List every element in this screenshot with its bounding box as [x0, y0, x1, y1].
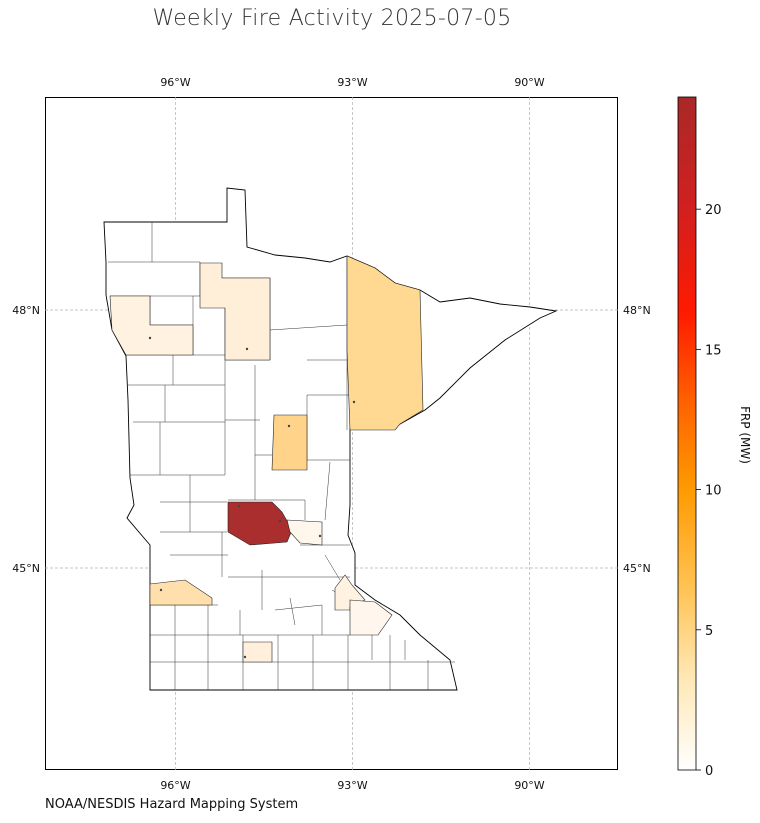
county-southeast-b — [349, 599, 393, 636]
colorbar-tick-label-0: 0 — [705, 764, 713, 779]
lat-tick-right-1: 45°N — [623, 562, 651, 575]
county-south-central — [242, 641, 273, 663]
colorbar-gradient — [677, 96, 697, 771]
lon-tick-bottom-0: 96°W — [160, 779, 190, 792]
county-southwest — [149, 579, 213, 606]
lon-tick-bottom-1: 93°W — [337, 779, 367, 792]
colorbar-tick-label-2: 10 — [705, 484, 722, 499]
lat-ticks-left: 48°N 45°N — [12, 304, 40, 575]
colorbar-tick-label-4: 20 — [705, 203, 722, 218]
county-northwest — [109, 295, 194, 356]
lon-ticks-bottom: 96°W 93°W 90°W — [160, 779, 544, 792]
lat-ticks-right: 48°N 45°N — [623, 304, 651, 575]
county-st-louis — [346, 255, 424, 431]
county-metro-north — [286, 519, 323, 546]
lon-tick-top-2: 90°W — [514, 76, 544, 89]
data-credit: NOAA/NESDIS Hazard Mapping System — [45, 797, 299, 812]
lon-tick-top-1: 93°W — [337, 76, 367, 89]
lon-tick-bottom-2: 90°W — [514, 779, 544, 792]
colorbar-tick-label-1: 5 — [705, 624, 713, 639]
lon-tick-top-0: 96°W — [160, 76, 190, 89]
colorbar: 0 5 10 15 20 FRP (MW) — [677, 96, 752, 779]
county-crow-wing-area — [271, 414, 308, 471]
county-north-central — [199, 262, 271, 361]
county-stearns — [227, 501, 293, 546]
lon-ticks-top: 96°W 93°W 90°W — [160, 76, 544, 89]
map-title: Weekly Fire Activity 2025-07-05 — [152, 6, 512, 31]
lat-tick-left-0: 48°N — [12, 304, 40, 317]
fire-points — [148, 336, 356, 659]
lat-tick-left-1: 45°N — [12, 562, 40, 575]
state-outline — [103, 187, 558, 691]
colorbar-tick-label-3: 15 — [705, 343, 722, 358]
colorbar-label: FRP (MW) — [738, 406, 752, 464]
colorbar-ticks: 0 5 10 15 20 — [696, 203, 722, 779]
lat-tick-right-0: 48°N — [623, 304, 651, 317]
fire-counties — [109, 255, 424, 663]
